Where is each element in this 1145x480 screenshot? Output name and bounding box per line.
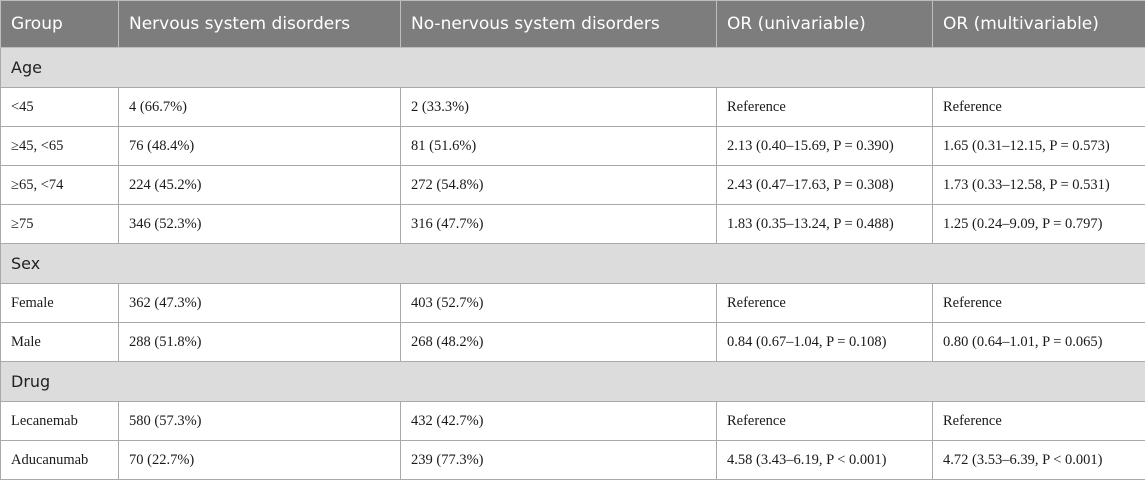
cell-or-univariable: Reference bbox=[716, 87, 933, 127]
header-or-univariable: OR (univariable) bbox=[716, 0, 933, 48]
cell-or-multivariable: Reference bbox=[932, 87, 1145, 127]
cell-nervous: 4 (66.7%) bbox=[118, 87, 401, 127]
cell-or-univariable: 1.83 (0.35–13.24, P = 0.488) bbox=[716, 204, 933, 244]
cell-no-nervous: 403 (52.7%) bbox=[400, 283, 717, 323]
cell-nervous: 362 (47.3%) bbox=[118, 283, 401, 323]
cell-or-multivariable: 1.65 (0.31–12.15, P = 0.573) bbox=[932, 126, 1145, 166]
table-row: Lecanemab 580 (57.3%) 432 (42.7%) Refere… bbox=[0, 401, 1145, 441]
cell-no-nervous: 239 (77.3%) bbox=[400, 440, 717, 480]
header-row: Group Nervous system disorders No-nervou… bbox=[0, 0, 1145, 48]
cell-or-multivariable: Reference bbox=[932, 283, 1145, 323]
cell-group: ≥45, <65 bbox=[0, 126, 119, 166]
cell-nervous: 580 (57.3%) bbox=[118, 401, 401, 441]
section-title: Sex bbox=[0, 243, 1145, 284]
cell-no-nervous: 81 (51.6%) bbox=[400, 126, 717, 166]
cell-nervous: 346 (52.3%) bbox=[118, 204, 401, 244]
cell-no-nervous: 432 (42.7%) bbox=[400, 401, 717, 441]
cell-group: Aducanumab bbox=[0, 440, 119, 480]
table-row: ≥75 346 (52.3%) 316 (47.7%) 1.83 (0.35–1… bbox=[0, 204, 1145, 244]
cell-or-univariable: Reference bbox=[716, 283, 933, 323]
table-row: <45 4 (66.7%) 2 (33.3%) Reference Refere… bbox=[0, 87, 1145, 127]
section-row-age: Age bbox=[0, 47, 1145, 88]
cell-or-univariable: 0.84 (0.67–1.04, P = 0.108) bbox=[716, 322, 933, 362]
header-no-nervous: No-nervous system disorders bbox=[400, 0, 717, 48]
cell-group: Female bbox=[0, 283, 119, 323]
section-title: Age bbox=[0, 47, 1145, 88]
header-group: Group bbox=[0, 0, 119, 48]
table-row: Male 288 (51.8%) 268 (48.2%) 0.84 (0.67–… bbox=[0, 322, 1145, 362]
section-row-drug: Drug bbox=[0, 361, 1145, 402]
table-row: Female 362 (47.3%) 403 (52.7%) Reference… bbox=[0, 283, 1145, 323]
cell-group: ≥75 bbox=[0, 204, 119, 244]
cell-nervous: 76 (48.4%) bbox=[118, 126, 401, 166]
section-title: Drug bbox=[0, 361, 1145, 402]
cell-no-nervous: 272 (54.8%) bbox=[400, 165, 717, 205]
table-row: Aducanumab 70 (22.7%) 239 (77.3%) 4.58 (… bbox=[0, 440, 1145, 480]
cell-no-nervous: 2 (33.3%) bbox=[400, 87, 717, 127]
cell-nervous: 288 (51.8%) bbox=[118, 322, 401, 362]
cell-no-nervous: 268 (48.2%) bbox=[400, 322, 717, 362]
cell-or-multivariable: 1.25 (0.24–9.09, P = 0.797) bbox=[932, 204, 1145, 244]
cell-nervous: 224 (45.2%) bbox=[118, 165, 401, 205]
cell-nervous: 70 (22.7%) bbox=[118, 440, 401, 480]
cell-or-univariable: 2.13 (0.40–15.69, P = 0.390) bbox=[716, 126, 933, 166]
cell-group: <45 bbox=[0, 87, 119, 127]
cell-or-multivariable: Reference bbox=[932, 401, 1145, 441]
cell-or-multivariable: 1.73 (0.33–12.58, P = 0.531) bbox=[932, 165, 1145, 205]
cell-or-univariable: Reference bbox=[716, 401, 933, 441]
cell-or-univariable: 4.58 (3.43–6.19, P < 0.001) bbox=[716, 440, 933, 480]
table-row: ≥45, <65 76 (48.4%) 81 (51.6%) 2.13 (0.4… bbox=[0, 126, 1145, 166]
header-nervous: Nervous system disorders bbox=[118, 0, 401, 48]
cell-or-multivariable: 4.72 (3.53–6.39, P < 0.001) bbox=[932, 440, 1145, 480]
header-or-multivariable: OR (multivariable) bbox=[932, 0, 1145, 48]
section-row-sex: Sex bbox=[0, 243, 1145, 284]
table-row: ≥65, <74 224 (45.2%) 272 (54.8%) 2.43 (0… bbox=[0, 165, 1145, 205]
cell-no-nervous: 316 (47.7%) bbox=[400, 204, 717, 244]
cell-group: ≥65, <74 bbox=[0, 165, 119, 205]
cell-or-univariable: 2.43 (0.47–17.63, P = 0.308) bbox=[716, 165, 933, 205]
cell-group: Male bbox=[0, 322, 119, 362]
cell-or-multivariable: 0.80 (0.64–1.01, P = 0.065) bbox=[932, 322, 1145, 362]
cell-group: Lecanemab bbox=[0, 401, 119, 441]
